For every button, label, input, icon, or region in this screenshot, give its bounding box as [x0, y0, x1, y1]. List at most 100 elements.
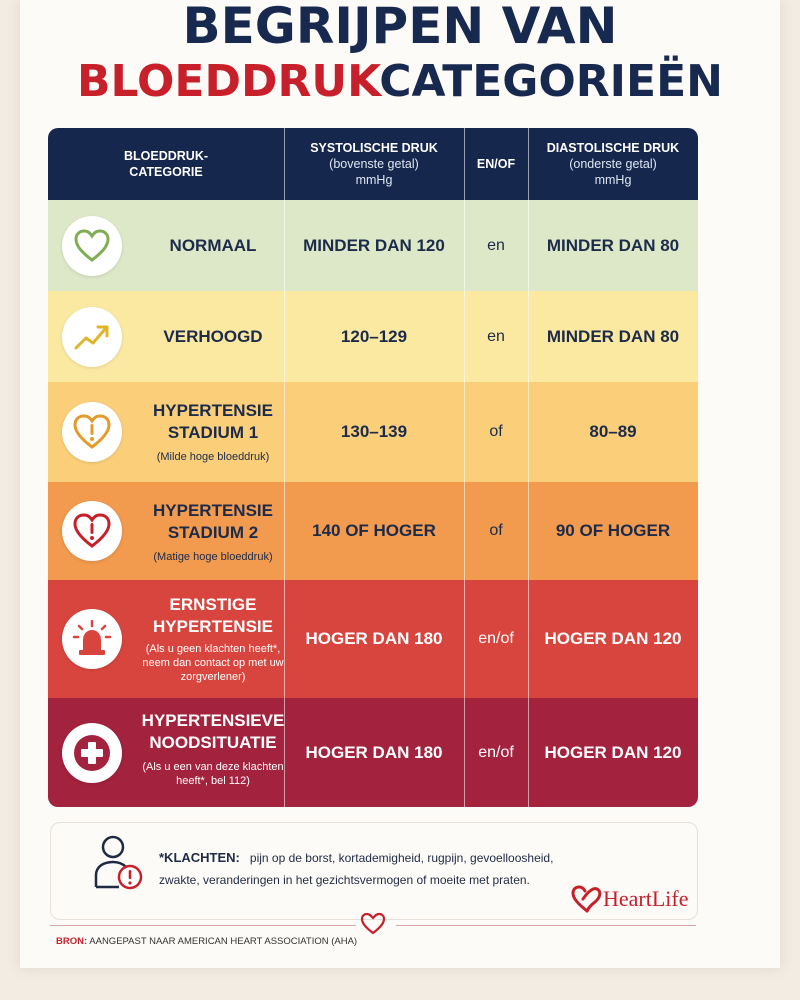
table-header: BLOEDDRUK- CATEGORIE SYSTOLISCHE DRUK (b… [48, 128, 698, 200]
conj-value: en [487, 327, 505, 345]
diastolic-value: MINDER DAN 80 [546, 235, 680, 255]
category-name: HYPERTENSIE [153, 401, 273, 420]
diastolic-cell: 80–89 [528, 382, 698, 482]
header-conj: EN/OF [464, 128, 528, 200]
diastolic-cell: 90 OF HOGER [528, 482, 698, 580]
table-row: VERHOOGD 120–129 en MINDER DAN 80 [48, 291, 698, 382]
category-cell: VERHOOGD [48, 291, 284, 382]
conj-cell: of [464, 382, 528, 482]
systolic-cell: 130–139 [284, 382, 464, 482]
header-systolic-sub1: (bovenste getal) [329, 157, 419, 171]
category-text: NORMAAL [138, 235, 288, 257]
systolic-value: 130–139 [340, 422, 408, 441]
systolic-value: HOGER DAN 180 [305, 742, 443, 762]
conj-cell: en [464, 291, 528, 382]
diastolic-value: MINDER DAN 80 [546, 326, 680, 346]
symptoms-line2: zwakte, veranderingen in het gezichtsver… [159, 873, 530, 887]
conj-cell: of [464, 482, 528, 580]
footer-divider [50, 925, 356, 926]
diastolic-cell: MINDER DAN 80 [528, 200, 698, 291]
systolic-cell: HOGER DAN 180 [284, 580, 464, 698]
category-name: HYPERTENSIE [153, 501, 273, 520]
category-name: ERNSTIGE [169, 595, 257, 614]
table-row: HYPERTENSIEVE NOODSITUATIE (Als u een va… [48, 698, 698, 807]
category-cell: HYPERTENSIE STADIUM 2 (Matige hoge bloed… [48, 482, 284, 580]
diastolic-value: 90 OF HOGER [555, 521, 671, 540]
category-cell: HYPERTENSIE STADIUM 1 (Milde hoge bloedd… [48, 382, 284, 482]
brand-name: HeartLife [603, 886, 689, 911]
category-name-line2: STADIUM 1 [167, 423, 259, 442]
header-diastolic-unit: mmHg [594, 173, 632, 187]
header-diastolic: DIASTOLISCHE DRUK (onderste getal) mmHg [528, 128, 698, 200]
heart-outline-icon [360, 912, 386, 941]
category-text: VERHOOGD [138, 326, 288, 348]
brand-logo: HeartLife [571, 885, 689, 913]
conj-cell: en/of [464, 580, 528, 698]
category-name: VERHOOGD [163, 326, 263, 346]
category-name-line2: NOODSITUATIE [149, 733, 277, 752]
source-text: AANGEPAST NAAR AMERICAN HEART ASSOCIATIO… [89, 936, 358, 947]
column-divider [284, 128, 285, 807]
infographic-page: BEGRIJPEN VAN BLOEDDRUKCATEGORIEËN BLOED… [20, 0, 780, 968]
category-cell: NORMAAL [48, 200, 284, 291]
category-text: HYPERTENSIEVE NOODSITUATIE (Als u een va… [138, 710, 288, 788]
category-name: HYPERTENSIEVE [141, 711, 285, 730]
diastolic-value: HOGER DAN 120 [544, 742, 682, 762]
table-row: ERNSTIGE HYPERTENSIE (Als u geen klachte… [48, 580, 698, 698]
source-label: BRON: [56, 936, 88, 947]
conj-value: en/of [478, 743, 514, 761]
systolic-cell: 140 OF HOGER [284, 482, 464, 580]
category-subtitle: (Als u een van deze klachten heeft*, bel… [142, 761, 284, 787]
header-category: BLOEDDRUK- CATEGORIE [48, 128, 284, 200]
category-text: HYPERTENSIE STADIUM 1 (Milde hoge bloedd… [138, 400, 288, 464]
person-warning-icon [93, 833, 145, 896]
title-rest: CATEGORIEËN [379, 56, 723, 107]
header-systolic: SYSTOLISCHE DRUK (bovenste getal) mmHg [284, 128, 464, 200]
category-name-line2: HYPERTENSIE [153, 617, 273, 636]
header-category-line1: BLOEDDRUK- [123, 149, 209, 163]
category-text: ERNSTIGE HYPERTENSIE (Als u geen klachte… [138, 594, 288, 684]
title-highlight: BLOEDDRUK [77, 56, 380, 107]
column-divider [528, 128, 529, 807]
symptoms-note: *KLACHTEN: pijn op de borst, kortademighe… [50, 822, 698, 920]
trend-up-icon [62, 306, 122, 367]
systolic-value: 120–129 [340, 326, 408, 346]
diastolic-value: 80–89 [589, 422, 637, 441]
category-cell: HYPERTENSIEVE NOODSITUATIE (Als u een va… [48, 698, 284, 807]
conj-value: of [489, 522, 503, 539]
header-systolic-unit: mmHg [355, 173, 393, 187]
category-subtitle: (Matige hoge bloeddruk) [153, 551, 273, 563]
systolic-value: 140 OF HOGER [312, 521, 436, 540]
systolic-value: MINDER DAN 120 [303, 235, 445, 255]
header-conj-label: EN/OF [476, 157, 516, 171]
alarm-light-icon [62, 609, 122, 669]
table-row: HYPERTENSIE STADIUM 2 (Matige hoge bloed… [48, 482, 698, 580]
systolic-cell: 120–129 [284, 291, 464, 382]
header-diastolic-sub1: (onderste getal) [569, 157, 657, 171]
header-category-line2: CATEGORIE [129, 165, 203, 179]
systolic-cell: MINDER DAN 120 [284, 200, 464, 291]
bp-table: BLOEDDRUK- CATEGORIE SYSTOLISCHE DRUK (b… [48, 128, 698, 807]
systolic-cell: HOGER DAN 180 [284, 698, 464, 807]
heart-warning-icon [62, 402, 122, 462]
medical-cross-icon [62, 722, 122, 783]
heart-outline-icon [62, 215, 122, 276]
symptoms-text: *KLACHTEN: pijn op de borst, kortademighe… [159, 847, 679, 891]
category-name-line2: STADIUM 2 [167, 523, 259, 542]
footer-divider [396, 925, 696, 926]
conj-value: of [489, 423, 503, 440]
diastolic-value: HOGER DAN 120 [544, 629, 682, 648]
conj-value: en [487, 236, 505, 254]
heartlife-logo [571, 885, 602, 913]
category-name: NORMAAL [169, 235, 257, 255]
title-line-2: BLOEDDRUKCATEGORIEËN [20, 56, 780, 108]
diastolic-cell: HOGER DAN 120 [528, 580, 698, 698]
systolic-value: HOGER DAN 180 [305, 629, 443, 648]
category-subtitle: (Als u geen klachten heeft*, neem dan co… [142, 643, 284, 683]
source-note: BRON: AANGEPAST NAAR AMERICAN HEART ASSO… [56, 936, 357, 947]
heart-alert-icon [62, 501, 122, 561]
diastolic-cell: MINDER DAN 80 [528, 291, 698, 382]
table-row: NORMAAL MINDER DAN 120 en MINDER DAN 80 [48, 200, 698, 291]
conj-cell: en [464, 200, 528, 291]
category-cell: ERNSTIGE HYPERTENSIE (Als u geen klachte… [48, 580, 284, 698]
